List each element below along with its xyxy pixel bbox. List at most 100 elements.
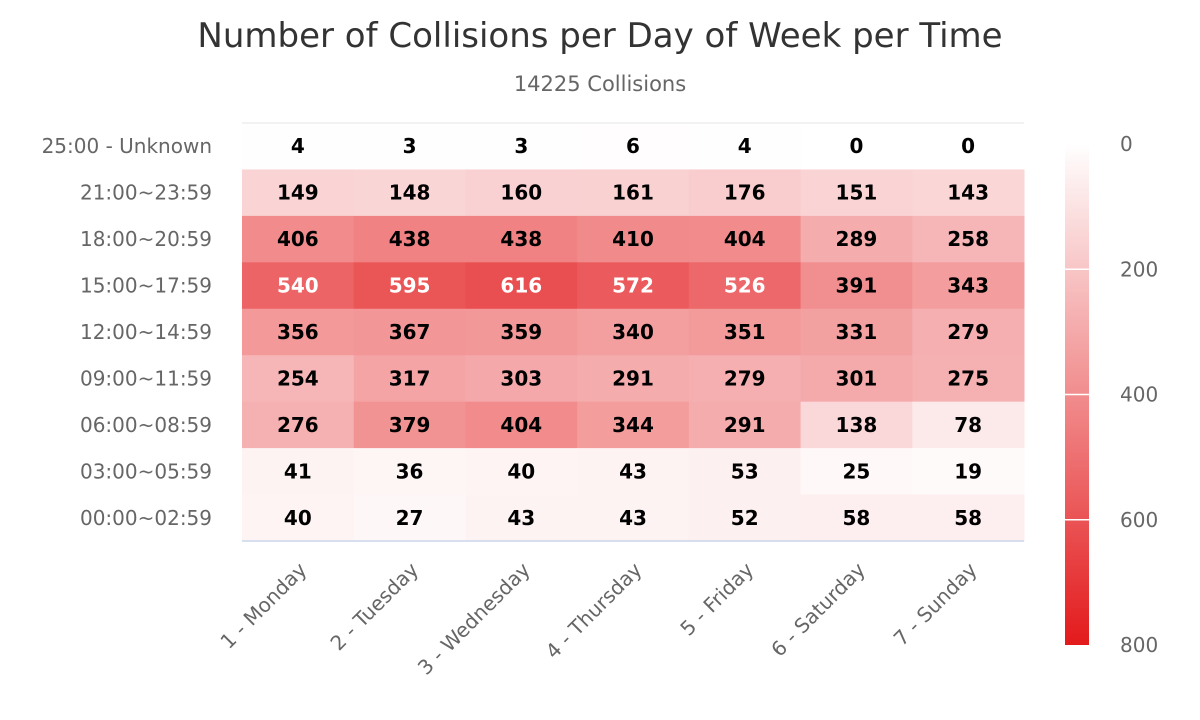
heatmap-cell — [353, 401, 466, 449]
cell-value-label: 356 — [277, 320, 319, 344]
cell-value-label: 289 — [836, 227, 878, 251]
y-tick-label: 25:00 - Unknown — [42, 134, 212, 158]
cell-value-label: 143 — [947, 181, 989, 205]
cell-value-label: 40 — [507, 459, 535, 483]
heatmap-cell — [242, 494, 355, 542]
y-tick-label: 06:00~08:59 — [80, 413, 212, 437]
legend-tick-label: 600 — [1120, 508, 1158, 532]
heatmap-cell — [800, 308, 913, 356]
cell-value-label: 331 — [836, 320, 878, 344]
cell-value-label: 160 — [500, 181, 542, 205]
legend-tick-label: 0 — [1120, 132, 1133, 156]
cell-value-label: 36 — [396, 459, 424, 483]
cell-value-label: 438 — [500, 227, 542, 251]
heatmap-cell — [577, 401, 690, 449]
cell-value-label: 41 — [284, 459, 312, 483]
cell-value-label: 258 — [947, 227, 989, 251]
heatmap-cell — [800, 494, 913, 542]
heatmap-cell — [465, 494, 578, 542]
legend-tick-label: 200 — [1120, 257, 1158, 281]
heatmap-cell — [688, 448, 802, 496]
cell-value-label: 149 — [277, 181, 319, 205]
heatmap-cell — [800, 448, 913, 496]
heatmap-cell — [353, 308, 466, 356]
heatmap-cell — [465, 355, 578, 403]
heatmap-cell — [577, 494, 690, 542]
heatmap-cell — [242, 123, 355, 170]
heatmap-cell — [577, 448, 690, 496]
heatmap-cell — [800, 262, 913, 310]
heatmap-cell — [465, 169, 578, 217]
x-tick-label: 3 - Wednesday — [413, 557, 535, 679]
cell-value-label: 404 — [724, 227, 766, 251]
cell-value-label: 279 — [947, 320, 989, 344]
heatmap-cell — [688, 355, 802, 403]
heatmap-cell — [688, 169, 802, 217]
heatmap-cell — [800, 215, 913, 263]
cell-value-label: 340 — [612, 320, 654, 344]
y-tick-label: 00:00~02:59 — [80, 506, 212, 530]
legend-tick-label: 800 — [1120, 633, 1158, 657]
heatmap-cell — [242, 262, 355, 310]
chart-subtitle: 14225 Collisions — [514, 72, 686, 96]
x-tick-label: 4 - Thursday — [541, 557, 647, 663]
cell-value-label: 572 — [612, 274, 654, 298]
heatmap-cell — [912, 308, 1025, 356]
cell-value-label: 43 — [619, 459, 647, 483]
heatmap-cell — [465, 448, 578, 496]
cell-value-label: 406 — [277, 227, 319, 251]
heatmap-cell — [800, 401, 913, 449]
heatmap-cell — [577, 355, 690, 403]
cell-value-label: 276 — [277, 413, 319, 437]
heatmap-cell — [688, 215, 802, 263]
heatmap-cell — [465, 262, 578, 310]
cell-value-label: 148 — [389, 181, 431, 205]
cell-value-label: 58 — [843, 506, 871, 530]
heatmap-cell — [800, 169, 913, 217]
cell-value-label: 0 — [849, 134, 863, 158]
cell-value-label: 27 — [396, 506, 424, 530]
x-tick-label: 5 - Friday — [675, 557, 758, 640]
heatmap-cell — [242, 355, 355, 403]
cell-value-label: 317 — [389, 366, 431, 390]
y-tick-label: 21:00~23:59 — [80, 181, 212, 205]
cell-value-label: 176 — [724, 181, 766, 205]
y-tick-label: 18:00~20:59 — [80, 227, 212, 251]
heatmap-cell — [577, 169, 690, 217]
cell-value-label: 438 — [389, 227, 431, 251]
heatmap-cell — [577, 308, 690, 356]
cell-value-label: 78 — [954, 413, 982, 437]
heatmap-cell — [353, 448, 466, 496]
cell-value-label: 379 — [389, 413, 431, 437]
x-tick-label: 7 - Sunday — [889, 557, 982, 650]
cell-value-label: 58 — [954, 506, 982, 530]
heatmap-cell — [800, 355, 913, 403]
heatmap-cell — [353, 494, 466, 542]
cell-value-label: 52 — [731, 506, 759, 530]
cell-value-label: 367 — [389, 320, 431, 344]
heatmap-cell — [912, 169, 1025, 217]
cell-value-label: 404 — [500, 413, 542, 437]
heatmap-cell — [465, 308, 578, 356]
heatmap-cell — [912, 401, 1025, 449]
heatmap-cell — [242, 215, 355, 263]
heatmap-cell — [688, 401, 802, 449]
cell-value-label: 616 — [500, 274, 542, 298]
cell-value-label: 359 — [500, 320, 542, 344]
cell-value-label: 43 — [507, 506, 535, 530]
cell-value-label: 4 — [738, 134, 752, 158]
y-tick-label: 12:00~14:59 — [80, 320, 212, 344]
x-tick-label: 1 - Monday — [215, 557, 311, 653]
cell-value-label: 291 — [612, 366, 654, 390]
y-tick-label: 09:00~11:59 — [80, 366, 212, 390]
cell-value-label: 343 — [947, 274, 989, 298]
cell-value-label: 4 — [291, 134, 305, 158]
cell-value-label: 526 — [724, 274, 766, 298]
heatmap-cell — [353, 215, 466, 263]
x-tick-label: 6 - Saturday — [766, 557, 870, 661]
heatmap-cell — [577, 262, 690, 310]
cell-value-label: 40 — [284, 506, 312, 530]
